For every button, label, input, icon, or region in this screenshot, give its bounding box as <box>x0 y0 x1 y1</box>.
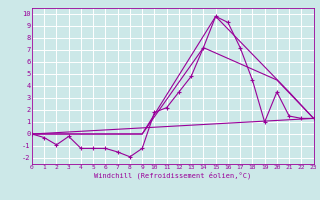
X-axis label: Windchill (Refroidissement éolien,°C): Windchill (Refroidissement éolien,°C) <box>94 172 252 179</box>
